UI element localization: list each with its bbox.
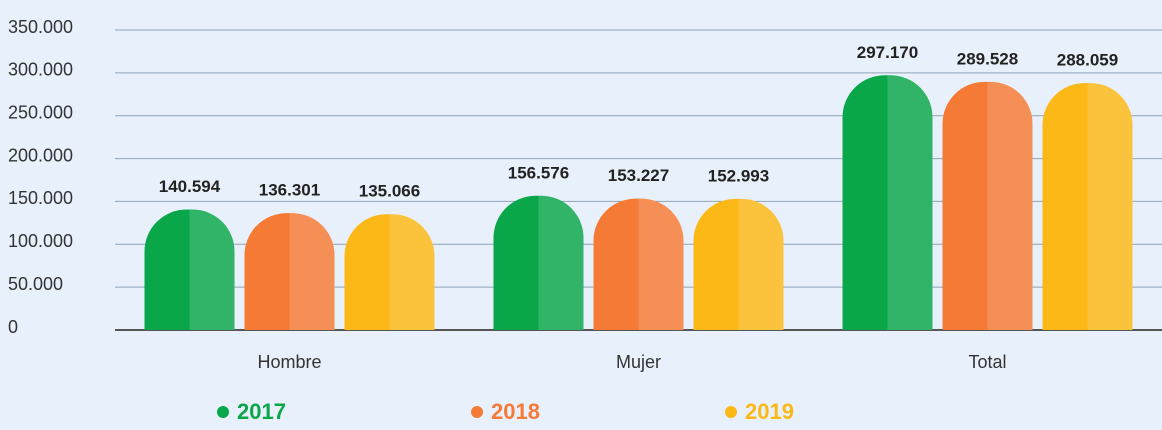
legend-marker <box>725 406 737 418</box>
legend-label: 2017 <box>237 399 286 424</box>
y-tick-label: 250.000 <box>8 102 73 122</box>
y-tick-label: 150.000 <box>8 188 73 208</box>
legend-label: 2019 <box>745 399 794 424</box>
x-tick-label: Total <box>968 352 1006 372</box>
y-tick-label: 300.000 <box>8 60 73 80</box>
value-label: 297.170 <box>857 43 918 62</box>
y-tick-label: 200.000 <box>8 145 73 165</box>
value-label: 156.576 <box>508 163 569 182</box>
value-label: 135.066 <box>359 182 420 201</box>
value-label: 153.227 <box>608 166 669 185</box>
x-tick-label: Hombre <box>257 352 321 372</box>
chart: 0 50.000 100.000 150.000 200.000 250.000 300.0… <box>0 0 1162 430</box>
legend-marker <box>471 406 483 418</box>
y-tick-label: 100.000 <box>8 231 73 251</box>
x-tick-label: Mujer <box>616 352 661 372</box>
value-label: 289.528 <box>957 49 1018 68</box>
value-label: 140.594 <box>159 177 221 196</box>
y-tick-label: 0 <box>8 317 18 337</box>
y-tick-label: 50.000 <box>8 274 63 294</box>
value-label: 136.301 <box>259 181 320 200</box>
value-label: 152.993 <box>708 166 769 185</box>
legend-marker <box>217 406 229 418</box>
legend-label: 2018 <box>491 399 540 424</box>
y-tick-label: 350.000 <box>8 17 73 37</box>
value-label: 288.059 <box>1057 51 1118 70</box>
